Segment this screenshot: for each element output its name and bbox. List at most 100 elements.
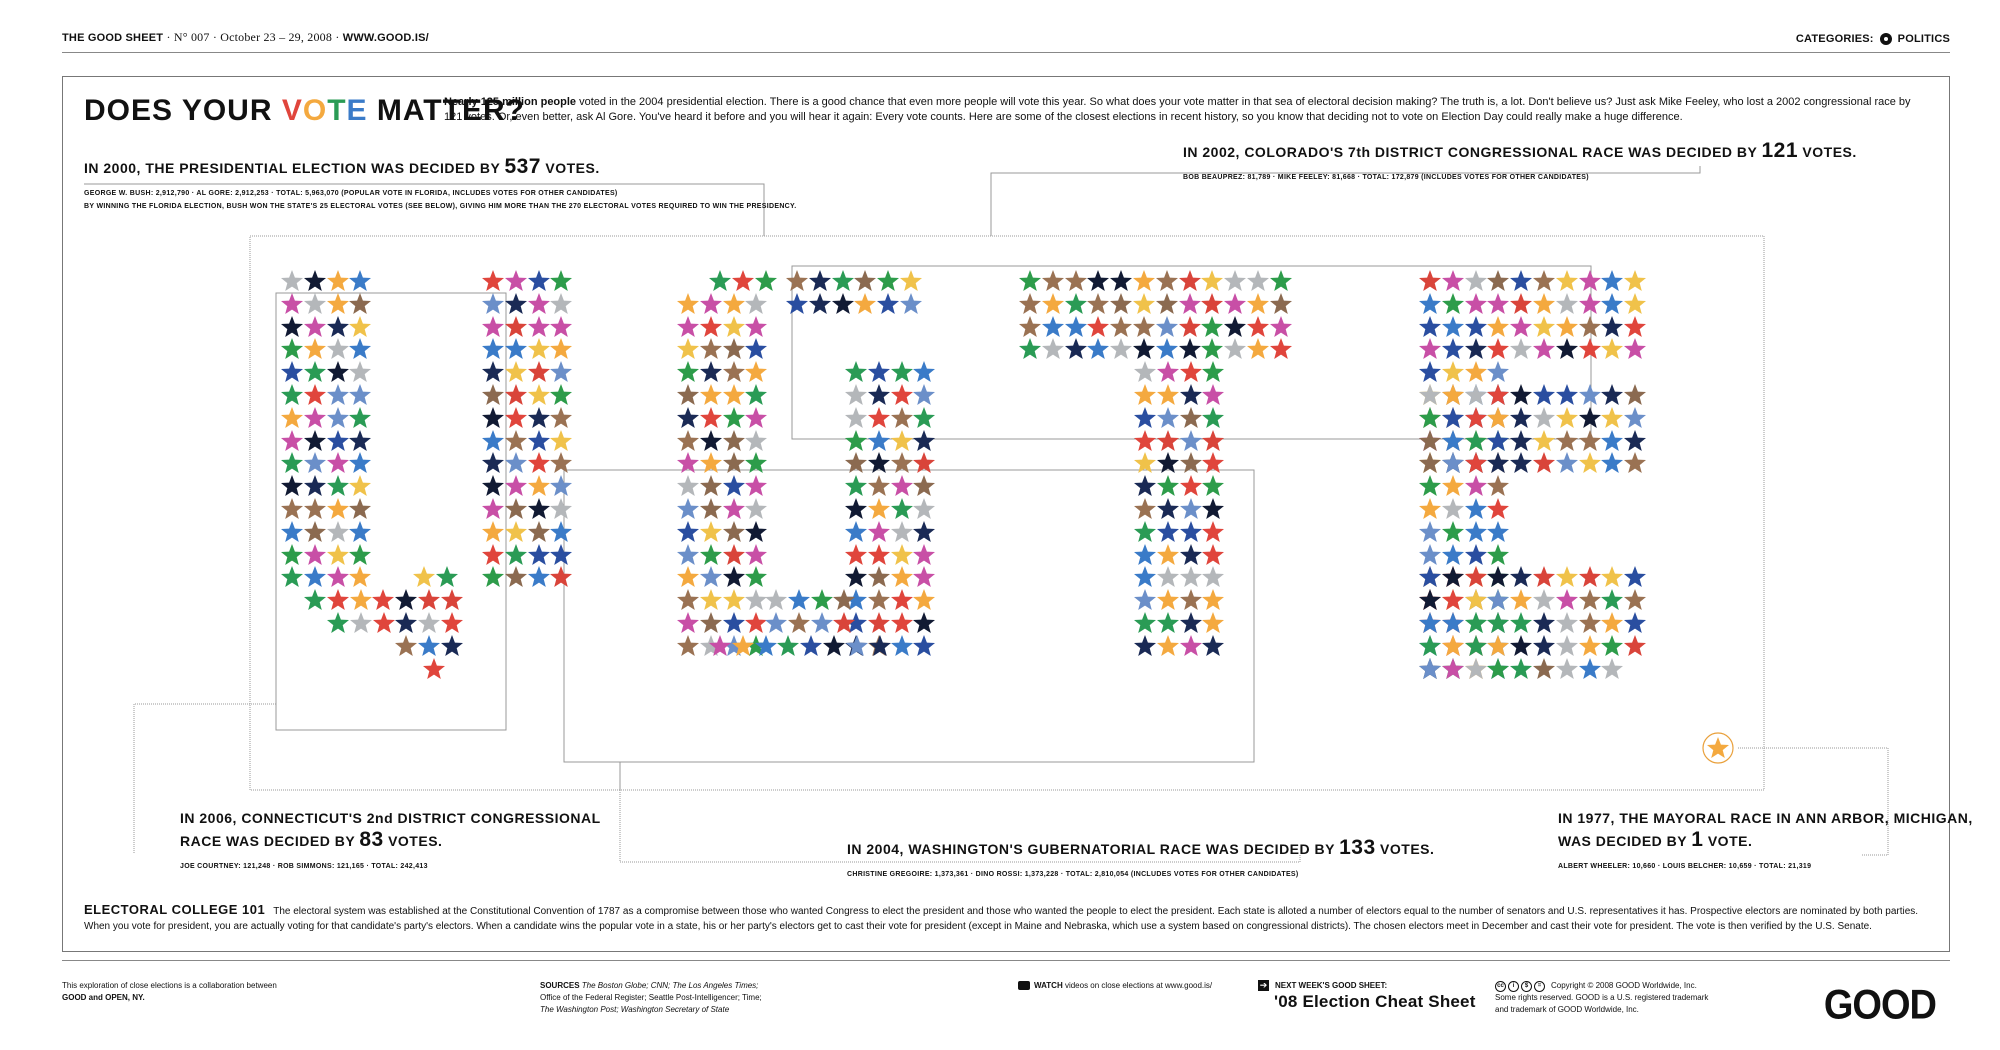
star-icon: [504, 498, 527, 519]
star-icon: [845, 452, 867, 474]
star-icon: [1179, 543, 1202, 565]
star-icon: [303, 543, 326, 565]
star-icon: [867, 589, 890, 611]
star-icon: [890, 361, 913, 383]
star-icon: [281, 543, 303, 565]
star-icon: [677, 315, 699, 337]
star-icon: [831, 292, 854, 314]
star-icon: [1201, 338, 1224, 360]
star-icon: [677, 498, 699, 519]
masthead-title: THE GOOD SHEET: [62, 32, 164, 44]
footer-sources: SOURCES The Boston Globe; CNN; The Los A…: [540, 981, 762, 1014]
star-icon: [1041, 315, 1064, 337]
star-icon: [709, 270, 731, 291]
star-icon: [504, 566, 527, 588]
star-icon: [1487, 452, 1510, 474]
category-politics[interactable]: POLITICS: [1897, 33, 1950, 45]
star-icon: [504, 361, 527, 383]
star-icon: [1156, 384, 1179, 405]
star-icon: [303, 498, 326, 519]
star-icon: [1247, 315, 1269, 337]
star-icon: [1041, 338, 1064, 360]
star-icon: [1087, 315, 1110, 337]
star-icon: [504, 452, 527, 474]
star-icon: [1533, 270, 1555, 291]
star-icon: [1601, 612, 1624, 633]
star-icon: [709, 634, 731, 656]
footer-watch[interactable]: WATCH videos on close elections at www.g…: [1018, 980, 1212, 992]
star-icon: [1155, 338, 1178, 360]
star-icon: [890, 429, 913, 451]
star-icon: [699, 612, 722, 633]
star-icon: [1269, 292, 1292, 314]
star-icon: [699, 315, 722, 337]
star-icon: [845, 520, 867, 542]
star-icon: [867, 520, 890, 542]
star-icon: [327, 612, 349, 633]
star-icon: [1510, 452, 1533, 474]
star-icon: [867, 452, 890, 474]
star-icon: [787, 612, 810, 633]
star-icon: [1510, 384, 1533, 405]
star-icon: [1202, 543, 1225, 565]
star-icon: [1179, 361, 1202, 383]
star-icon: [349, 452, 372, 474]
main-frame: [62, 76, 1950, 952]
star-icon: [699, 361, 722, 383]
star-icon: [1487, 292, 1510, 314]
star-icon: [349, 566, 372, 588]
star-icon: [1156, 429, 1179, 451]
star-icon: [677, 589, 699, 611]
star-icon: [1624, 634, 1647, 656]
site-link[interactable]: WWW.GOOD.IS/: [342, 32, 429, 44]
star-icon: [867, 429, 890, 451]
star-icon: [1224, 270, 1247, 291]
star-icon: [890, 384, 913, 405]
star-icon: [731, 270, 754, 291]
star-icon: [1464, 543, 1487, 565]
star-icon: [1156, 361, 1179, 383]
star-icon: [1624, 406, 1647, 428]
star-icon: [1464, 270, 1487, 291]
star-icon: [677, 475, 699, 497]
star-icon: [550, 292, 573, 314]
star-icon: [1087, 292, 1110, 314]
star-icon: [699, 498, 722, 519]
star-icon: [482, 475, 504, 497]
politics-dot-icon: [1879, 33, 1892, 45]
star-icon: [1487, 406, 1510, 428]
star-icon: [326, 384, 349, 405]
star-icon: [326, 292, 349, 314]
star-icon: [550, 566, 573, 588]
star-icon: [1441, 429, 1464, 451]
star-icon: [372, 589, 395, 611]
star-icon: [754, 270, 777, 291]
star-icon: [1419, 543, 1441, 565]
star-icon: [1019, 270, 1041, 291]
star-icon: [1464, 452, 1487, 474]
label-1977-line1: IN 1977, THE MAYORAL RACE IN ANN ARBOR, …: [1558, 810, 1973, 826]
star-icon: [482, 520, 504, 542]
star-icon: [417, 634, 440, 656]
star-icon: [303, 475, 326, 497]
star-icon: [699, 452, 722, 474]
star-icon: [722, 612, 745, 633]
star-icon: [1487, 634, 1510, 656]
star-icon: [722, 589, 745, 611]
star-icon: [303, 270, 326, 291]
star-icon: [395, 612, 418, 633]
star-icon: [1601, 315, 1624, 337]
star-icon: [913, 634, 936, 656]
star-icon: [877, 292, 900, 314]
star-icon: [677, 566, 699, 588]
star-icon: [1419, 338, 1441, 360]
star-icon: [699, 589, 722, 611]
star-icon: [677, 520, 699, 542]
star-icon: [745, 292, 768, 314]
star-icon: [699, 520, 722, 542]
star-icon: [326, 406, 349, 428]
star-icon: [527, 406, 550, 428]
star-icon: [1441, 338, 1464, 360]
star-icon: [1707, 737, 1729, 758]
star-icon: [1134, 520, 1156, 542]
